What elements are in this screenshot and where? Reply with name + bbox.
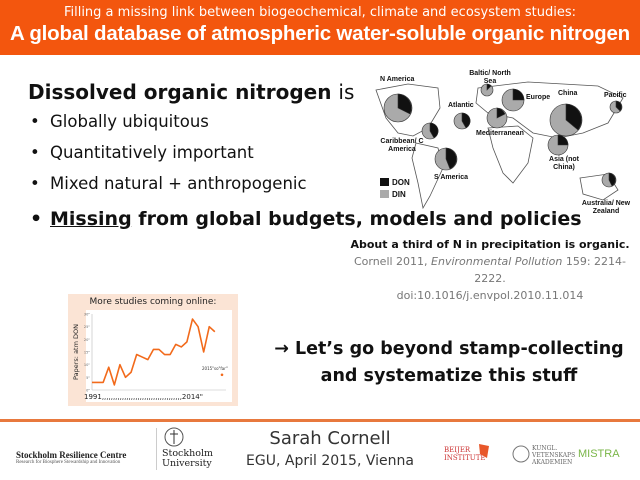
beijer-logo: BEIJER INSTITUTE — [444, 446, 486, 462]
map-label: Baltic/ North Sea — [469, 70, 511, 85]
underlined-word: Missing — [50, 208, 132, 230]
heading-suffix: is — [338, 80, 355, 104]
header-title: A global database of atmospheric water-s… — [10, 22, 630, 45]
footer-divider — [0, 419, 640, 422]
pie-charts — [383, 83, 623, 188]
bullet-item: Globally ubiquitous — [28, 112, 582, 143]
citation-journal: Environmental Pollution — [431, 255, 563, 268]
src-name: Stockholm Resilience Centre — [16, 450, 127, 460]
slide-heading: Dissolved organic nitrogen is — [28, 80, 354, 104]
y-tick-label: 5" — [86, 376, 90, 380]
land-africa — [487, 125, 534, 184]
figure-caption: About a third of N in precipitation is o… — [340, 236, 640, 304]
citation-rest: 159: 2214-2222. — [474, 255, 627, 285]
plot-area — [86, 310, 232, 402]
header-banner: Filling a missing link between biogeoche… — [0, 0, 640, 55]
partner-logos: BEIJER INSTITUTE KUNGL. VETENSKAPS AKADE… — [440, 432, 630, 472]
map-label: Caribbean/ C America — [380, 138, 424, 153]
bullet-item-emphasis: Missing from global budgets, models and … — [28, 205, 582, 234]
x-axis-label: 1991,,,,,,,,,,,,,,,,,,,,,,,,,,,,,,,,,,,,… — [84, 393, 203, 401]
logo-separator — [156, 428, 157, 470]
callout-line-1: → Let’s go beyond stamp-collecting — [274, 339, 624, 359]
y-tick-label: 0" — [86, 389, 90, 393]
y-tick-label: 20" — [84, 338, 90, 342]
src-logo: Stockholm Resilience Centre Research for … — [16, 450, 152, 465]
map-label: Atlantic — [448, 102, 474, 109]
map-label: Asia (not China) — [549, 156, 579, 171]
y-tick-label: 30" — [84, 313, 90, 317]
callout: → Let’s go beyond stamp-collecting and s… — [258, 336, 640, 390]
caption-bold: About a third of N in precipitation is o… — [350, 238, 630, 251]
map-label: Mediterranean — [476, 130, 524, 137]
map-label: Europe — [526, 94, 551, 101]
y-tick-label: 10" — [84, 363, 90, 367]
kva-logo: KUNGL. VETENSKAPS AKADEMIEN — [532, 445, 576, 466]
author-name: Sarah Cornell — [269, 428, 391, 449]
legend-din: DIN — [392, 190, 406, 199]
map-label: Pacific — [604, 92, 627, 99]
beijer-map-icon — [479, 444, 489, 458]
legend-don: DON — [392, 178, 410, 187]
y-axis-label: Papers: atm DON — [72, 324, 80, 380]
y-tick-label: 25" — [84, 325, 90, 329]
y-tick-label: 15" — [84, 351, 90, 355]
chart-title: More studies coming online: — [89, 297, 217, 307]
extra-point — [220, 373, 224, 377]
src-tagline: Research for Biosphere Stewardship and I… — [16, 460, 121, 465]
heading-text: Dissolved organic nitrogen — [28, 80, 332, 104]
map-label: Australia/ New Zealand — [581, 200, 631, 215]
callout-line-2: and systematize this stuff — [320, 366, 578, 386]
su-logo: Stockholm University — [162, 449, 213, 469]
su-crest-icon — [164, 427, 184, 447]
header-subtitle: Filling a missing link between biogeoche… — [63, 5, 577, 20]
world-map-figure: DON DIN N America Baltic/ North Sea Euro… — [368, 70, 638, 232]
su-name-2: University — [162, 458, 212, 469]
su-name-1: Stockholm — [162, 448, 214, 459]
event: EGU, April 2015, Vienna — [246, 453, 414, 469]
kva-seal-icon — [512, 445, 530, 463]
map-label: N America — [380, 76, 415, 83]
annotation: 2015"so"far" — [202, 366, 228, 371]
map-label: S America — [434, 174, 468, 181]
map-label: China — [558, 90, 578, 97]
bullet-list: Globally ubiquitous Quantitatively impor… — [28, 112, 582, 234]
citation: Cornell 2011, Environmental Pollution 15… — [340, 253, 640, 287]
emphasis-rest: from global budgets, models and policies — [131, 208, 582, 230]
bullet-item: Mixed natural + anthropogenic — [28, 174, 582, 205]
citation-author: Cornell 2011, — [353, 255, 432, 268]
papers-chart: More studies coming online: 0" 5" 10" 15" 20… — [68, 294, 238, 406]
mistra-logo: MISTRA — [578, 448, 620, 460]
bullet-item: Quantitatively important — [28, 143, 582, 174]
author-block: Sarah Cornell EGU, April 2015, Vienna — [230, 428, 430, 469]
doi: doi:10.1016/j.envpol.2010.11.014 — [396, 289, 584, 302]
